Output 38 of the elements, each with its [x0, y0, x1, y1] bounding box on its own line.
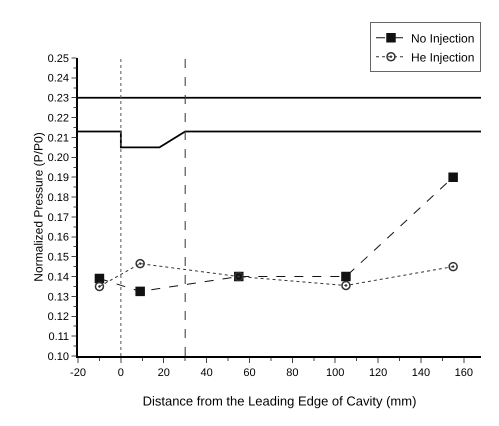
y-tick-label: 0.23 [48, 92, 70, 105]
y-tick-label: 0.20 [48, 152, 70, 164]
x-tick-label: 160 [454, 366, 474, 379]
point [448, 262, 458, 272]
x-tick-label: 140 [412, 366, 430, 379]
x-tick-label: 60 [243, 366, 256, 379]
y-tick-label: 0.18 [48, 192, 70, 204]
y-tick-label: 0.16 [48, 232, 70, 244]
point [94, 282, 104, 292]
x-tick-label: -20 [70, 366, 86, 379]
y-tick-label: 0.25 [48, 52, 70, 65]
point [341, 272, 351, 282]
x-tick-label: 120 [368, 366, 388, 379]
x-axis-title: Distance from the Leading Edge of Cavity (mm) [142, 394, 416, 408]
y-tick-label: 0.13 [48, 291, 70, 304]
x-tick-label: 0 [118, 366, 124, 379]
y-tick-label: 0.24 [48, 72, 70, 85]
x-tick-label: 40 [200, 366, 213, 379]
y-tick-label: 0.15 [48, 252, 70, 264]
y-tick-label: 0.19 [48, 172, 70, 184]
y-tick-label: 0.11 [48, 330, 70, 343]
y-tick-label: 0.12 [48, 311, 70, 324]
point [135, 286, 145, 296]
y-axis-title: Normalized Pressure (P/P0) [32, 132, 46, 282]
y-tick-label: 0.21 [48, 132, 70, 144]
y-tick-label: 0.17 [48, 212, 70, 224]
legend-label: No Injection [411, 31, 474, 46]
x-tick-label: 80 [286, 366, 298, 379]
point [448, 172, 458, 182]
y-tick-label: 0.14 [48, 271, 70, 284]
x-tick-label: 100 [326, 366, 344, 379]
y-tick-label: 0.10 [48, 350, 70, 363]
point [94, 274, 104, 284]
x-tick-label: 20 [158, 366, 170, 379]
point [341, 280, 351, 290]
y-tick-label: 0.22 [48, 112, 70, 124]
legend-label: He Injection [411, 50, 474, 64]
point [135, 258, 145, 268]
